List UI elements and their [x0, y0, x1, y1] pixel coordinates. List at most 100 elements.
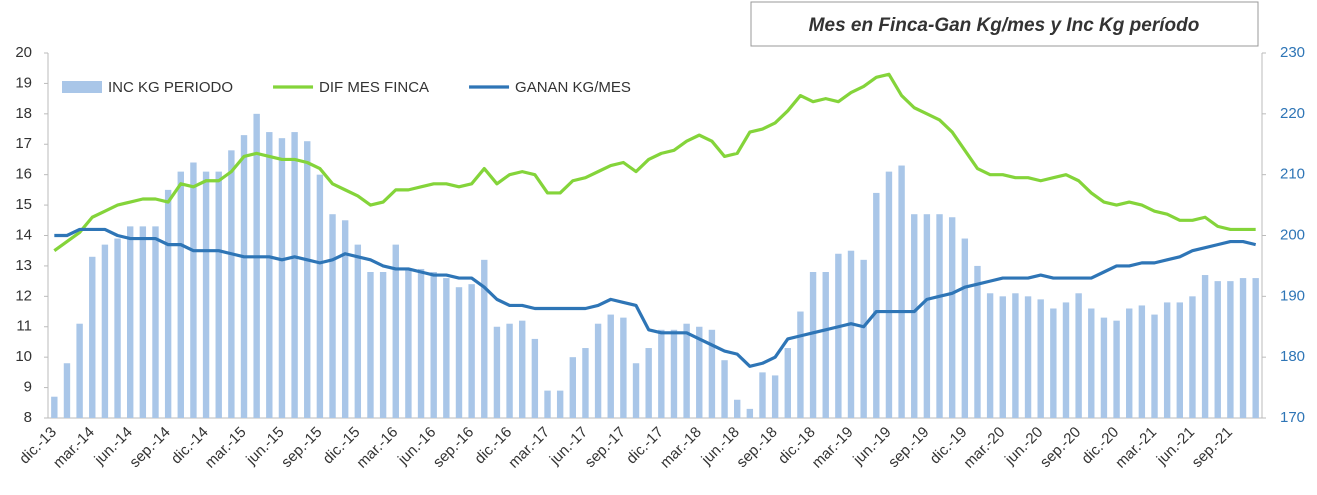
bar — [101, 244, 109, 418]
x-tick-label: sep.-18 — [733, 424, 780, 471]
bar — [291, 132, 298, 419]
x-tick-label: mar.-19 — [809, 424, 857, 472]
bar — [683, 323, 690, 418]
bar — [746, 408, 754, 418]
x-tick-label: mar.-17 — [505, 424, 553, 472]
bar — [986, 293, 994, 418]
bar — [759, 372, 766, 418]
bar — [392, 244, 399, 418]
bar — [797, 311, 804, 418]
bar — [696, 326, 703, 418]
bar — [177, 171, 184, 418]
bar — [607, 314, 614, 418]
bar — [721, 360, 728, 418]
line — [54, 227, 1257, 368]
bar — [873, 192, 880, 418]
y-tick-label: 15 — [15, 196, 32, 213]
y-tick-label: 18 — [15, 105, 32, 122]
bar — [341, 220, 349, 418]
y-tick-label: 13 — [15, 257, 32, 274]
bar — [1252, 278, 1259, 418]
bar — [1037, 299, 1044, 418]
y-tick-label: 20 — [15, 44, 32, 61]
x-tick-label: mar.-15 — [202, 424, 250, 472]
x-tick-label: mar.-16 — [353, 424, 401, 472]
bar — [1176, 302, 1184, 418]
bar — [1024, 296, 1032, 418]
bar — [885, 171, 893, 418]
bar — [708, 329, 716, 418]
bar — [139, 226, 147, 418]
y-tick-label: 8 — [24, 409, 32, 426]
bar — [190, 162, 197, 418]
legend-swatch — [62, 81, 102, 93]
bar — [670, 329, 678, 418]
bar — [455, 287, 463, 418]
bar — [1201, 275, 1209, 418]
x-tick-label: sep.-19 — [885, 424, 932, 471]
bar — [923, 214, 931, 418]
bar — [443, 278, 450, 418]
bar — [1126, 308, 1133, 418]
bar — [1012, 293, 1019, 418]
bar — [784, 348, 791, 418]
y2-tick-label: 210 — [1280, 166, 1305, 183]
y-tick-label: 16 — [15, 166, 32, 183]
bar — [1214, 281, 1221, 418]
bar — [936, 214, 943, 418]
bar — [822, 272, 829, 418]
bar — [519, 320, 526, 418]
bar — [468, 284, 475, 418]
y2-tick-label: 190 — [1280, 287, 1305, 304]
bar — [228, 150, 235, 419]
bar — [493, 326, 501, 418]
x-tick-label: mar.-21 — [1112, 424, 1160, 472]
bar — [63, 363, 71, 418]
bar — [240, 135, 248, 418]
bar — [253, 113, 260, 418]
legend-label: INC KG PERIODO — [108, 79, 233, 96]
x-tick-label: sep.-21 — [1189, 424, 1236, 471]
bar — [733, 399, 741, 418]
bar — [658, 329, 665, 418]
bar — [948, 217, 956, 418]
bar — [911, 214, 918, 418]
bar — [316, 174, 324, 418]
bar — [860, 259, 867, 418]
bar — [1088, 308, 1095, 418]
bar — [1138, 305, 1146, 418]
y-tick-label: 17 — [15, 135, 32, 152]
y2-tick-label: 220 — [1280, 105, 1305, 122]
bar — [304, 141, 311, 419]
bar — [152, 226, 159, 418]
bar — [1062, 302, 1070, 418]
y-tick-label: 11 — [16, 318, 32, 335]
y-tick-label: 14 — [15, 226, 32, 243]
bar — [961, 238, 969, 418]
bar — [114, 238, 121, 418]
y-tick-label: 12 — [15, 287, 32, 304]
bar — [202, 171, 210, 418]
bar — [89, 256, 96, 418]
bar — [417, 268, 425, 418]
bar — [898, 165, 905, 418]
bar — [974, 265, 981, 418]
bar — [1227, 281, 1234, 418]
x-tick-label: mar.-20 — [960, 424, 1008, 472]
bar — [367, 272, 374, 418]
bar — [215, 171, 222, 418]
y2-tick-label: 230 — [1280, 44, 1305, 61]
x-tick-label: mar.-14 — [50, 424, 98, 472]
bar — [379, 272, 387, 418]
bar — [1075, 293, 1082, 418]
bar — [531, 338, 539, 418]
bar — [632, 363, 640, 418]
bar — [329, 214, 336, 418]
bar — [1189, 296, 1196, 418]
bar — [809, 272, 817, 418]
bar — [1113, 320, 1120, 418]
line — [53, 72, 1256, 253]
bar — [266, 132, 273, 419]
bar — [126, 226, 134, 418]
